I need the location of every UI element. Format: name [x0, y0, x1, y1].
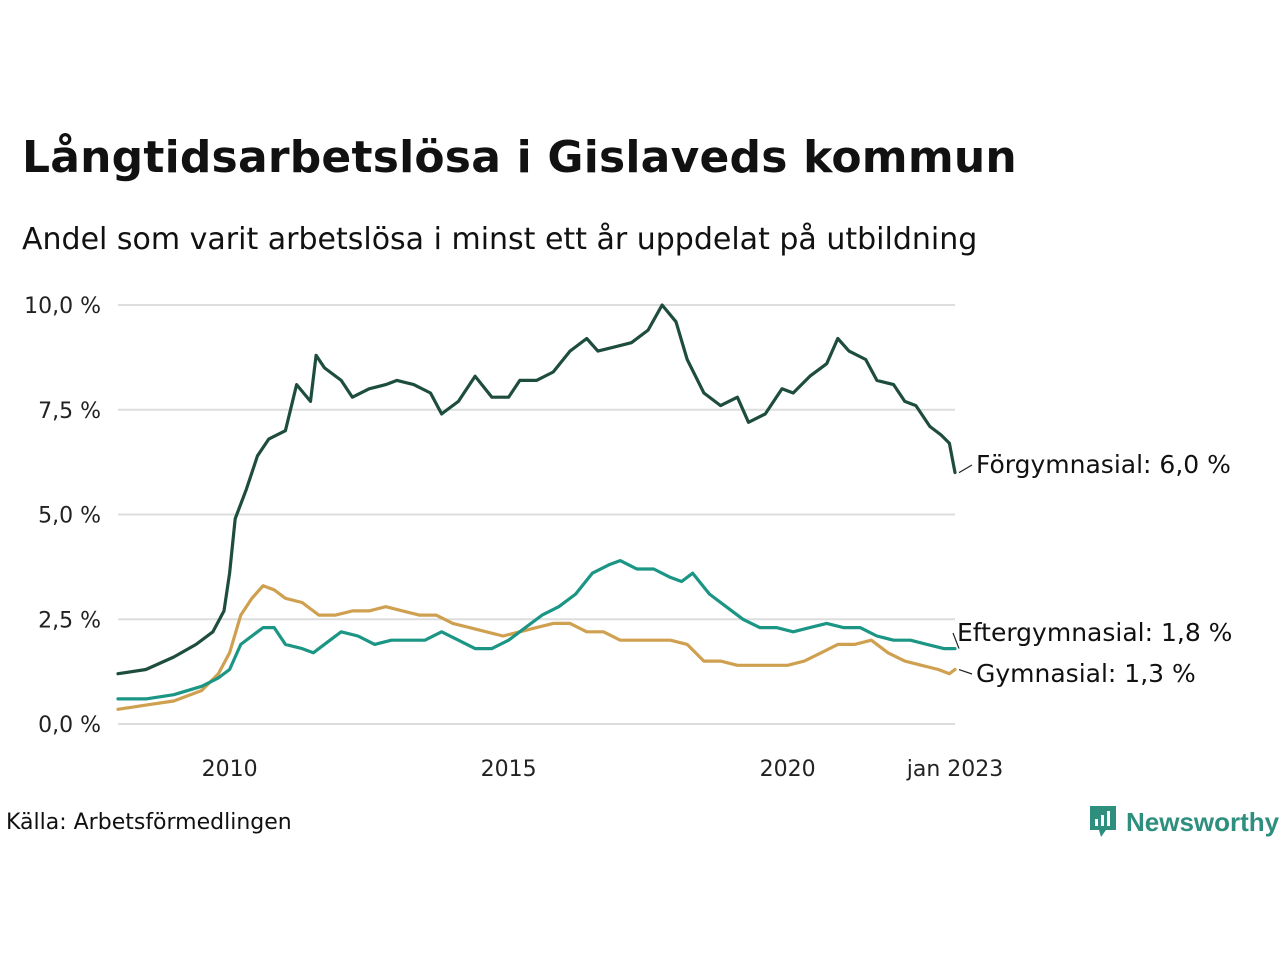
y-tick-label: 7,5 % — [38, 399, 101, 424]
label-leader-line — [958, 464, 973, 474]
chart-subtitle: Andel som varit arbetslösa i minst ett å… — [22, 222, 978, 257]
series-end-labels: Förgymnasial: 6,0 % Eftergymnasial: 1,8 %… — [952, 450, 1232, 688]
y-tick-label: 10,0 % — [24, 294, 101, 319]
chart-title: Långtidsarbetslösa i Gislaveds kommun — [22, 132, 1017, 183]
series-lines — [116, 303, 957, 711]
y-tick-label: 2,5 % — [38, 608, 101, 633]
y-axis: 0,0 % 2,5 % 5,0 % 7,5 % 10,0 % — [24, 294, 101, 738]
series-label-gymnasial: Gymnasial: 1,3 % — [976, 659, 1196, 688]
label-leader-line — [952, 632, 960, 649]
newsworthy-logo-icon — [1090, 806, 1116, 837]
series-label-förgymnasial: Förgymnasial: 6,0 % — [976, 450, 1231, 479]
x-axis: 2010 2015 2020 jan 2023 — [202, 757, 1004, 782]
x-tick-label: 2015 — [481, 757, 537, 782]
series-label-eftergymnasial: Eftergymnasial: 1,8 % — [957, 618, 1232, 647]
grid-lines — [118, 304, 955, 725]
brand-logo: Newsworthy — [1088, 804, 1279, 840]
series-line-gymnasial — [116, 584, 957, 711]
x-tick-label: 2020 — [760, 757, 816, 782]
label-leader-line — [958, 668, 973, 675]
series-line-eftergymnasial — [116, 559, 957, 701]
brand-name: Newsworthy — [1126, 806, 1280, 837]
x-tick-label: jan 2023 — [906, 757, 1004, 782]
y-tick-label: 0,0 % — [38, 713, 101, 738]
x-tick-label: 2010 — [202, 757, 258, 782]
line-chart: 0,0 % 2,5 % 5,0 % 7,5 % 10,0 % 2010 2015 2020 j… — [24, 294, 1232, 782]
y-tick-label: 5,0 % — [38, 504, 101, 529]
source-note: Källa: Arbetsförmedlingen — [6, 810, 292, 835]
series-line-förgymnasial — [116, 303, 957, 676]
